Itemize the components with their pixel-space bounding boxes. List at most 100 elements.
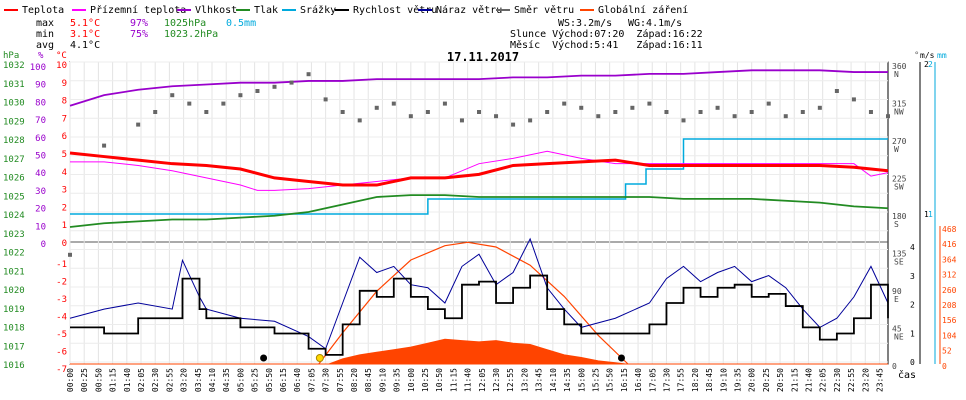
pct-tick-label: 70	[35, 116, 46, 126]
series-humidity	[69, 69, 888, 107]
x-tick-label: 00:25	[80, 368, 89, 392]
axis-xlabel: čas	[898, 369, 916, 381]
stats-min-hum: 75%	[130, 29, 148, 40]
rad-tick-label: 312	[942, 271, 957, 280]
wind-direction-point	[579, 105, 584, 110]
legend-label: Přízemní teplota	[90, 4, 186, 16]
hpa-tick-label: 1029	[3, 117, 25, 127]
axis-unit-hpa: hPa	[3, 51, 19, 61]
x-tick-label: 07:55	[336, 368, 345, 392]
x-tick-label: 15:25	[591, 368, 600, 392]
c-tick-label: 7	[62, 114, 67, 124]
x-tick-label: 20:25	[762, 368, 771, 392]
astro-info: WS:3.2m/s WG:4.1m/s Slunce Východ:07:20 …	[510, 18, 703, 51]
x-tick-label: 13:45	[535, 368, 544, 392]
hpa-tick-label: 1018	[3, 324, 25, 334]
x-tick-label: 04:35	[222, 368, 231, 392]
wind-direction-point	[221, 101, 226, 106]
wind-direction-point	[749, 110, 754, 114]
rad-tick-label: 104	[942, 331, 957, 340]
dir-tick-label: 225	[892, 175, 907, 184]
stats-avg-label: avg	[36, 40, 54, 51]
wind-direction-point	[630, 105, 635, 110]
wind-direction-point	[732, 114, 737, 119]
series-wind-speed	[70, 274, 889, 356]
dir-tick-label: 180	[892, 212, 907, 221]
rad-tick-label: 260	[942, 286, 957, 295]
dir-tick-label: 0	[892, 362, 897, 371]
x-tick-label: 10:50	[435, 368, 444, 392]
x-tick-label: 21:15	[790, 368, 799, 392]
stats-avg-temp: 4.1°C	[70, 40, 100, 51]
wind-direction-point	[374, 105, 379, 110]
ms-tick-label: 0	[910, 358, 915, 367]
legend-label: Rychlost větru	[353, 4, 437, 16]
dir-name-label: NW	[894, 108, 904, 117]
wind-direction-point	[664, 110, 669, 114]
info-sun: Slunce Východ:07:20 Západ:16:22	[510, 28, 703, 40]
hpa-tick-label: 1027	[3, 155, 25, 165]
c-tick-label: -1	[56, 260, 67, 270]
x-tick-label: 18:20	[691, 368, 700, 392]
rad-tick-label: 364	[942, 255, 957, 264]
series-theoretical-radiation	[318, 241, 629, 365]
x-tick-label: 19:35	[733, 368, 742, 392]
stats-block: max 5.1°C 97% 1025hPa 0.5mm min 3.1°C 75…	[36, 18, 256, 51]
c-tick-label: 6	[62, 132, 67, 142]
x-tick-label: 23:20	[861, 368, 870, 392]
hpa-tick-label: 1021	[3, 267, 25, 277]
wind-direction-point	[136, 122, 141, 127]
wind-direction-point	[494, 114, 499, 119]
hpa-tick-label: 1016	[3, 361, 25, 371]
hpa-tick-label: 1031	[3, 80, 25, 90]
pct-tick-label: 50	[35, 152, 46, 162]
c-tick-label: -7	[56, 365, 67, 375]
plot-area	[68, 61, 941, 365]
stats-max-label: max	[36, 18, 54, 29]
x-tick-label: 09:35	[393, 368, 402, 392]
stats-max-press: 1025hPa	[164, 18, 206, 29]
x-tick-label: 02:55	[165, 368, 174, 392]
pct-tick-label: 20	[35, 205, 46, 215]
rad-tick-label: 208	[942, 301, 957, 310]
rad-tick-label: 156	[942, 316, 957, 325]
wind-direction-point	[783, 114, 788, 119]
x-tick-label: 20:50	[776, 368, 785, 392]
wind-direction-point	[204, 110, 209, 114]
legend-label: Vlhkost	[195, 5, 237, 16]
ms-tick-label: 1	[924, 210, 929, 219]
hpa-tick-label: 1019	[3, 305, 25, 315]
dir-tick-label: 90	[892, 287, 902, 296]
x-tick-label: 08:45	[364, 368, 373, 392]
x-tick-label: 16:40	[634, 368, 643, 392]
wind-direction-point	[851, 97, 856, 102]
c-tick-label: -4	[56, 313, 67, 323]
c-tick-label: 1	[62, 221, 67, 231]
pct-tick-label: 0	[41, 240, 46, 250]
rad-tick-label: 416	[942, 240, 957, 249]
dir-name-label: SE	[894, 258, 904, 267]
wind-direction-point	[238, 93, 243, 98]
wind-direction-point	[408, 114, 413, 119]
x-tick-label: 00:00	[66, 368, 75, 392]
x-tick-label: 06:40	[293, 368, 302, 392]
wind-direction-point	[459, 118, 464, 123]
x-tick-label: 09:10	[378, 368, 387, 392]
x-tick-label: 01:40	[123, 368, 132, 392]
wind-direction-point	[306, 72, 311, 77]
x-tick-label: 11:40	[464, 368, 473, 392]
x-tick-label: 12:30	[492, 368, 501, 392]
x-tick-label: 07:05	[307, 368, 316, 392]
wind-direction-point	[817, 105, 822, 110]
series-rain	[70, 138, 888, 215]
pct-tick-label: 90	[35, 81, 46, 91]
hpa-tick-label: 1020	[3, 286, 25, 296]
x-tick-label: 12:55	[506, 368, 515, 392]
wind-direction-point	[596, 114, 601, 119]
hpa-tick-label: 1025	[3, 192, 25, 202]
x-tick-label: 17:30	[662, 368, 671, 392]
legend-label: Srážky	[300, 4, 336, 16]
x-tick-label: 21:40	[804, 368, 813, 392]
ms-tick-label: 3	[910, 272, 915, 281]
